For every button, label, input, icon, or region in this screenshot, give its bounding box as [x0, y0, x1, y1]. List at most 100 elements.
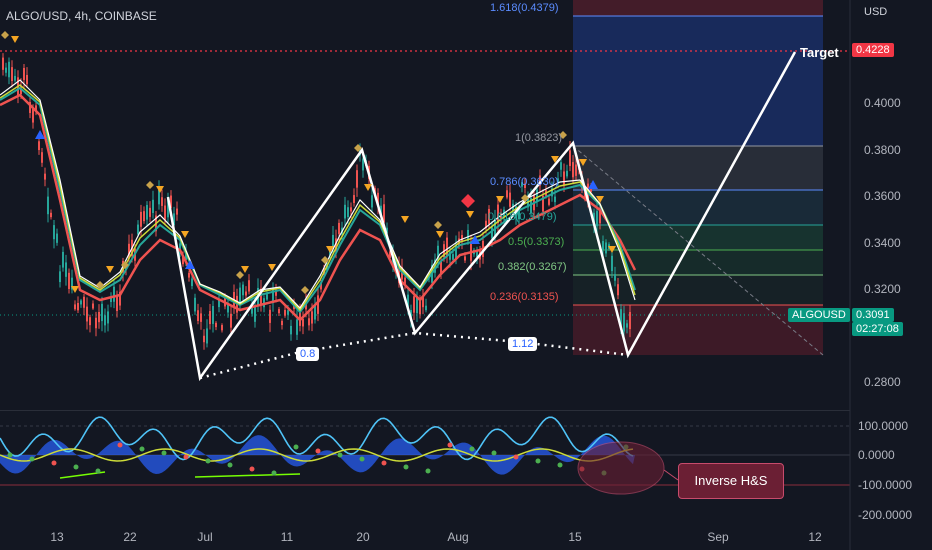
candle-body [266, 294, 268, 300]
pivot-diamond [236, 271, 244, 279]
candle-body [383, 204, 385, 223]
sell-signal-triangle [364, 184, 372, 191]
candle-body [332, 234, 334, 248]
candle-body [560, 162, 562, 170]
candle-body [488, 208, 490, 224]
candle-body [14, 75, 16, 81]
oscillator-dot [7, 452, 13, 458]
buy-signal-triangle [470, 235, 480, 244]
oscillator-dot [73, 464, 79, 470]
candle-body [440, 261, 442, 274]
symbol-title[interactable]: ALGO/USD, 4h, COINBASE [6, 9, 157, 23]
candle-body [272, 288, 274, 303]
ema-ribbon-yellow [0, 84, 636, 312]
candle-body [509, 192, 511, 207]
candle-body [191, 278, 193, 287]
candle-body [536, 189, 538, 202]
oscillator-dot [205, 458, 211, 464]
candle-body [149, 207, 151, 217]
candle-body [170, 195, 172, 208]
oscillator-wave-yellow [0, 448, 634, 462]
fib-label-0382: 0.382(0.3267) [498, 261, 567, 273]
candle-body [92, 303, 94, 309]
sell-signal-triangle [436, 231, 444, 238]
candle-body [602, 241, 604, 250]
oscillator-dot [315, 448, 321, 454]
candle-body [320, 283, 322, 290]
oscillator-dot [95, 468, 101, 474]
candle-body [524, 183, 526, 189]
candle-body [86, 306, 88, 322]
candle-body [617, 284, 619, 296]
sell-signal-triangle [156, 186, 164, 193]
time-tick: Sep [707, 530, 729, 544]
osc-tick: -100.0000 [858, 478, 913, 492]
candle-body [335, 238, 337, 252]
candle-body [89, 317, 91, 326]
sell-signal-triangle [466, 211, 474, 218]
oscillator-dot [403, 464, 409, 470]
candle-body [353, 195, 355, 203]
sell-signal-triangle [71, 286, 79, 293]
ema-ribbon-red [0, 93, 637, 322]
candle-body [302, 318, 304, 327]
oscillator-dot [513, 454, 519, 460]
candle-body [38, 141, 40, 151]
candle-body [230, 313, 232, 328]
pivot-diamond [559, 131, 567, 139]
symbol-tag: ALGOUSD [788, 308, 850, 322]
candle-body [260, 288, 262, 305]
candle-body [209, 311, 211, 325]
candle-body [548, 198, 550, 205]
candle-body [275, 289, 277, 296]
candle-body [539, 175, 541, 186]
candle-body [386, 227, 388, 234]
candle-body [290, 325, 292, 335]
candle-body [371, 195, 373, 208]
candle-body [35, 105, 37, 111]
osc-tick: 100.0000 [858, 419, 909, 433]
candle-body [164, 205, 166, 220]
oscillator-dot [469, 446, 475, 452]
fib-label-0786: 0.786(0.3630) [490, 176, 559, 188]
candle-body [584, 190, 586, 199]
candle-body [269, 309, 271, 323]
oscillator-dot [227, 462, 233, 468]
oscillator-dot [161, 450, 167, 456]
candle-body [146, 204, 148, 220]
candle-body [65, 262, 67, 277]
time-tick: Aug [447, 530, 469, 544]
candle-body [11, 67, 13, 81]
candle-body [32, 108, 34, 123]
candle-body [197, 310, 199, 321]
candle-body [206, 328, 208, 344]
fib-label-1: 1(0.3823) [515, 132, 563, 144]
candle-body [182, 255, 184, 265]
candle-body [344, 204, 346, 219]
candle-body [239, 287, 241, 304]
oscillator-panel [0, 416, 850, 495]
candle-body [26, 74, 28, 85]
candle-body [467, 229, 469, 241]
candle-body [497, 204, 499, 224]
osc-tick: -200.0000 [858, 508, 913, 522]
sell-signal-triangle [401, 216, 409, 223]
candle-body [611, 255, 613, 272]
candle-body [263, 298, 265, 308]
time-tick: 11 [280, 530, 294, 544]
candle-body [464, 256, 466, 261]
candle-body [221, 325, 223, 331]
sell-signal-triangle [268, 264, 276, 271]
price-tick: 0.3200 [864, 282, 901, 296]
pivot-diamond [1, 31, 9, 39]
current-price-tag: 0.3091 [852, 308, 894, 322]
candle-body [212, 306, 214, 324]
candle-body [41, 152, 43, 163]
oscillator-dot [51, 460, 57, 466]
target-price-tag: 0.4228 [852, 43, 894, 57]
sell-signal-triangle [596, 196, 604, 203]
time-tick: 13 [50, 530, 64, 544]
price-tick: 0.3400 [864, 236, 901, 250]
ema-ribbon-white [0, 79, 636, 309]
